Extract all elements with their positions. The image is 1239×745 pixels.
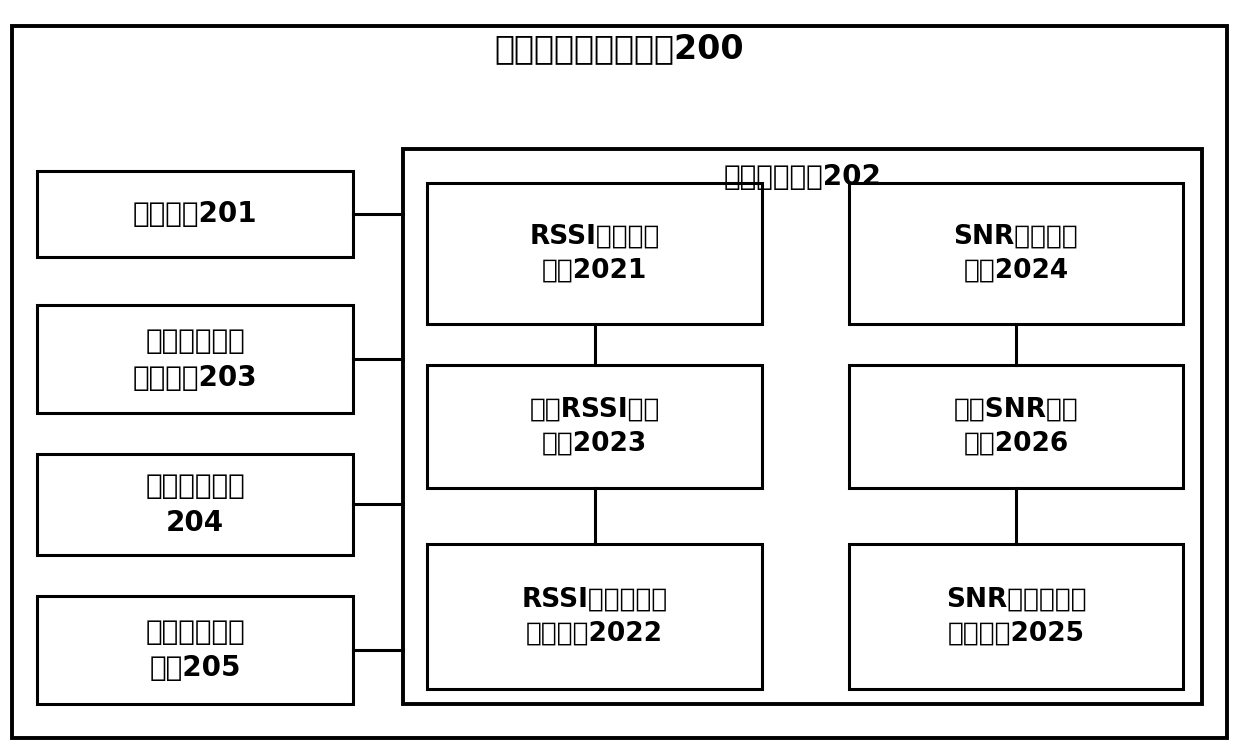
Bar	[37, 305, 353, 413]
Text: 收音质量参数
确定模块203: 收音质量参数 确定模块203	[133, 327, 258, 392]
Text: 平滑RSSI参数
单元2023: 平滑RSSI参数 单元2023	[529, 396, 660, 457]
Bar	[37, 596, 353, 704]
Text: 平滑SNR参数
单元2026: 平滑SNR参数 单元2026	[954, 396, 1078, 457]
Bar	[37, 171, 353, 257]
Bar	[849, 365, 1183, 488]
Text: 车载收音机控制装置200: 车载收音机控制装置200	[494, 32, 745, 65]
Text: 监听模块201: 监听模块201	[133, 200, 258, 228]
Bar	[427, 365, 762, 488]
Text: RSSI数据权重比
确定单元2022: RSSI数据权重比 确定单元2022	[522, 586, 668, 647]
Bar	[849, 544, 1183, 689]
Text: 处理执行模块
204: 处理执行模块 204	[145, 472, 245, 537]
Text: 设定阈值配置
模块205: 设定阈值配置 模块205	[145, 618, 245, 682]
Bar	[427, 544, 762, 689]
Text: 分析平滑模块202: 分析平滑模块202	[724, 163, 882, 191]
Bar	[403, 149, 1202, 704]
Text: SNR数据采集
单元2024: SNR数据采集 单元2024	[954, 224, 1078, 283]
Bar	[849, 183, 1183, 324]
Bar	[37, 454, 353, 555]
Bar	[427, 183, 762, 324]
Text: RSSI数据采集
单元2021: RSSI数据采集 单元2021	[529, 224, 660, 283]
Text: SNR数据权重比
确定单元2025: SNR数据权重比 确定单元2025	[945, 586, 1087, 647]
